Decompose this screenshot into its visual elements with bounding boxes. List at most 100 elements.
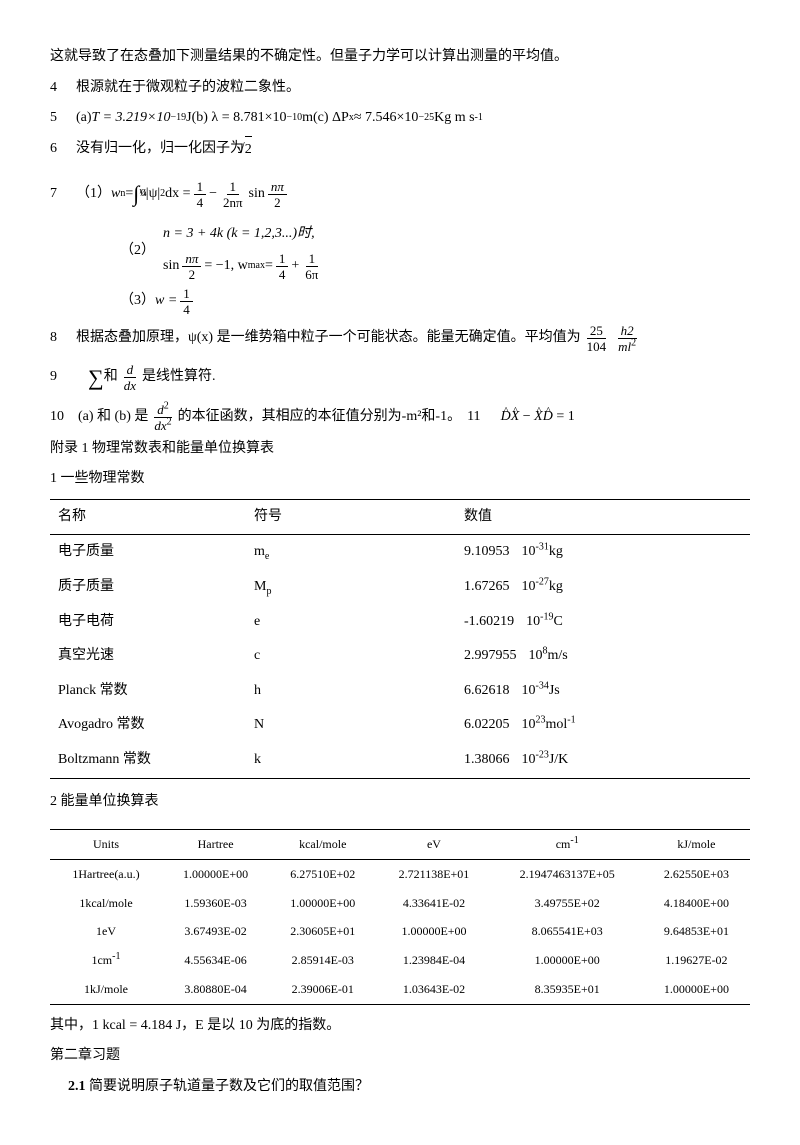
question-2-1: 2.1 简要说明原子轨道量子数及它们的取值范围？ [50, 1074, 750, 1101]
cell: 2.85914E-03 [269, 946, 376, 975]
item-7-1: 7 （1） wn = ∫¼0 |ψ|2 dx = 14 − 12nπ sin n… [50, 173, 750, 215]
part-c-mid: ≈ 7.546×10 [354, 105, 419, 132]
cell: 1.00000E+00 [376, 917, 491, 946]
table-row: 1Hartree(a.u.)1.00000E+006.27510E+022.72… [50, 859, 750, 888]
energy-conversion-table: UnitsHartreekcal/moleeVcm-1kJ/mole 1Hart… [50, 829, 750, 1005]
part-a-eq: T = 3.219×10 [92, 105, 171, 132]
th: kJ/mole [643, 830, 750, 860]
item-6: 6 没有归一化，归一化因子为 2 [50, 136, 750, 164]
cell-value: 6.022051023mol-1 [456, 708, 750, 743]
fraction: d2dx2 [151, 403, 174, 432]
cell: 1.19627E-02 [643, 946, 750, 975]
cell: 3.80880E-04 [162, 975, 269, 1004]
cell: 8.065541E+03 [492, 917, 643, 946]
table-row: Avogadro 常数N6.022051023mol-1 [50, 708, 750, 743]
cell-symbol: c [246, 639, 456, 674]
item-number: 9 [50, 364, 62, 391]
fraction: nπ2 [268, 180, 287, 209]
cell: 1.03643E-02 [376, 975, 491, 1004]
cell: 1cm-1 [50, 946, 162, 975]
table-row: 1kcal/mole1.59360E-031.00000E+004.33641E… [50, 889, 750, 918]
cell-symbol: N [246, 708, 456, 743]
cell-symbol: Mp [246, 570, 456, 605]
cell-symbol: e [246, 605, 456, 640]
fraction: 14 [276, 252, 289, 281]
item-5: 5 (a) T = 3.219×10−19 J (b) λ = 8.781×10… [50, 105, 750, 132]
sub-label: （1） [76, 181, 111, 208]
dx: dx = [165, 181, 190, 208]
cell: 1eV [50, 917, 162, 946]
eq: = [265, 253, 273, 280]
cell: 1Hartree(a.u.) [50, 859, 162, 888]
text: 的本征函数，其相应的本征值分别为-m²和-1。 [178, 404, 461, 431]
item-7-2: （2） n = 3 + 4k (k = 1,2,3...)时, sin nπ2 … [120, 221, 750, 281]
item-10: 10 (a) 和 (b) 是 d2dx2 的本征函数，其相应的本征值分别为-m²… [50, 403, 750, 432]
cell: 1.00000E+00 [492, 946, 643, 975]
table2-note: 其中，1 kcal = 4.184 J，E 是以 10 为底的指数。 [50, 1013, 750, 1040]
cell-name: Planck 常数 [50, 674, 246, 709]
table-row: Planck 常数h6.6261810-34Js [50, 674, 750, 709]
cell: 2.62550E+03 [643, 859, 750, 888]
q-text: 简要说明原子轨道量子数及它们的取值范围？ [89, 1079, 369, 1094]
item-11-number: 11 [467, 404, 480, 431]
fraction: 14 [180, 287, 193, 316]
fraction: nπ2 [182, 252, 201, 281]
fraction: 12nπ [220, 180, 246, 209]
cell-name: 真空光速 [50, 639, 246, 674]
q-number: 2.1 [68, 1079, 86, 1094]
cell-value: -1.6021910-19C [456, 605, 750, 640]
cell-name: 质子质量 [50, 570, 246, 605]
chapter2-title: 第二章习题 [50, 1043, 750, 1070]
cell: 1.23984E-04 [376, 946, 491, 975]
constants-table: 名称 符号 数值 电子质量me9.1095310-31kg质子质量Mp1.672… [50, 499, 750, 779]
item-number: 5 [50, 105, 62, 132]
sin: sin [249, 181, 265, 208]
table-row: 电子电荷e-1.6021910-19C [50, 605, 750, 640]
text: 是线性算符. [142, 364, 216, 391]
fraction: 25104 [584, 324, 610, 353]
fraction: ddx [121, 363, 139, 392]
minus: − [209, 181, 217, 208]
th-name: 名称 [50, 499, 246, 535]
item-number: 8 [50, 325, 62, 352]
cell-symbol: h [246, 674, 456, 709]
item-number: 6 [50, 136, 62, 163]
item-9: 9 ∑ 和 ddx 是线性算符. [50, 357, 750, 399]
item-text: 根据态叠加原理，ψ(x) 是一维势箱中粒子一个可能状态。能量无确定值。平均值为 [76, 325, 581, 352]
cell: 9.64853E+01 [643, 917, 750, 946]
and: 和 [104, 364, 118, 391]
cell: 1.00000E+00 [269, 889, 376, 918]
cell-value: 1.3806610-23J/K [456, 743, 750, 778]
paragraph-intro: 这就导致了在态叠加下测量结果的不确定性。但量子力学可以计算出测量的平均值。 [50, 44, 750, 71]
cell-value: 1.6726510-27kg [456, 570, 750, 605]
cell-symbol: me [246, 535, 456, 570]
cell-name: Boltzmann 常数 [50, 743, 246, 778]
item-number: 4 [50, 75, 62, 102]
th-symbol: 符号 [246, 499, 456, 535]
cell-value: 9.1095310-31kg [456, 535, 750, 570]
item-7-3: （3） w = 14 [120, 287, 750, 316]
item-number: 10 [50, 404, 64, 431]
sum-icon: ∑ [88, 357, 104, 399]
table2-title: 2 能量单位换算表 [50, 789, 750, 816]
table-row: 电子质量me9.1095310-31kg [50, 535, 750, 570]
fraction: h2ml2 [615, 324, 639, 353]
cell: 1kcal/mole [50, 889, 162, 918]
table-row: 真空光速c2.997955108m/s [50, 639, 750, 674]
part-c: (c) ΔP [313, 105, 349, 132]
cell: 3.49755E+02 [492, 889, 643, 918]
cell: 4.55634E-06 [162, 946, 269, 975]
cell: 1.00000E+00 [643, 975, 750, 1004]
sin: sin [163, 253, 179, 280]
item-number: 7 [50, 181, 62, 208]
text: (a) 和 (b) 是 [78, 404, 148, 431]
table-row: 1kJ/mole3.80880E-042.39006E-011.03643E-0… [50, 975, 750, 1004]
sub-label: （3） [120, 288, 155, 315]
fraction: 14 [194, 180, 207, 209]
eq: = −1, w [204, 253, 247, 280]
eq-11: DX − XD = 1 [501, 404, 575, 431]
var-w: w [111, 181, 120, 208]
fraction: 16π [302, 252, 321, 281]
cell: 2.30605E+01 [269, 917, 376, 946]
table1-title: 1 一些物理常数 [50, 466, 750, 493]
